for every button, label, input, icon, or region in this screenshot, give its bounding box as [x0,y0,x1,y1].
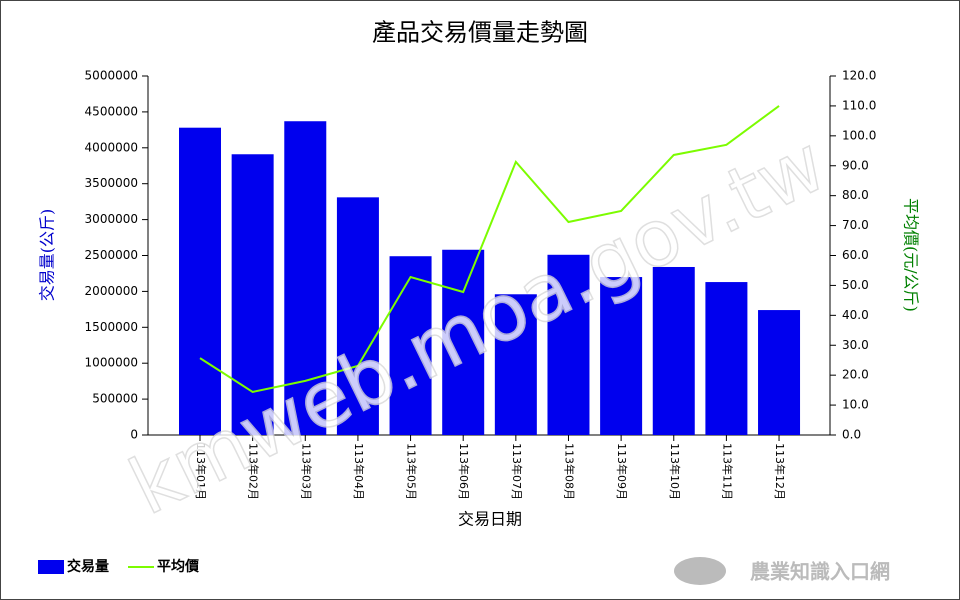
x-tick-label: 113年10月 [668,443,682,500]
y-tick-label: 5000000 [85,69,138,83]
y2-tick-label: 50.0 [842,278,869,292]
x-tick-label: 113年12月 [773,443,787,500]
bar [758,310,801,435]
legend-label: 交易量 [67,558,109,575]
legend-label: 平均價 [157,558,200,575]
x-tick-label: 113年11月 [720,443,734,500]
chart-title: 產品交易價量走勢圖 [372,19,588,47]
y2-tick-label: 40.0 [842,308,869,322]
y2-tick-label: 70.0 [842,218,869,232]
bar [705,282,748,435]
bar [547,254,590,435]
bar [284,121,327,435]
x-tick-label: 113年06月 [457,443,471,500]
x-tick-label: 113年09月 [615,443,629,500]
y2-axis-title: 平均價(元/公斤) [902,198,921,312]
bar [600,277,643,435]
y-tick-label: 500000 [92,392,138,406]
y2-tick-label: 110.0 [842,98,876,112]
x-tick-label: 113年05月 [405,443,419,500]
y2-tick-label: 100.0 [842,128,876,142]
y2-tick-label: 10.0 [842,398,869,412]
y-tick-label: 1500000 [85,320,138,334]
y2-tick-label: 120.0 [842,69,876,83]
x-tick-label: 113年08月 [562,443,576,500]
bar [494,294,537,435]
y-tick-label: 2000000 [85,284,138,298]
y-tick-label: 3000000 [85,212,138,226]
bar [336,197,379,435]
x-tick-label: 113年07月 [510,443,524,500]
y-tick-label: 4500000 [85,104,138,118]
bar [179,127,221,436]
y-tick-label: 2500000 [85,248,138,262]
x-axis-title: 交易日期 [458,510,522,529]
logo: 農業知識入口網 [674,557,890,585]
line [199,105,780,393]
x-tick-label: 113年03月 [299,443,313,500]
x-tick-label: 113年02月 [247,443,261,500]
y2-tick-label: 60.0 [842,248,869,262]
y-tick-label: 3500000 [85,176,138,190]
logo-text: 農業知識入口網 [750,560,890,584]
y2-tick-label: 20.0 [842,368,869,382]
y-tick-label: 1000000 [85,356,138,370]
legend-swatch [38,560,64,574]
logo-icon [674,557,726,585]
x-tick-label: 113年01月 [194,443,208,500]
x-tick-label: 113年04月 [352,443,366,500]
y-tick-label: 4000000 [85,140,138,154]
bar [389,256,432,435]
y2-tick-label: 0.0 [842,428,861,442]
bar [442,249,485,435]
y-tick-label: 0 [130,428,138,442]
y2-tick-label: 90.0 [842,158,869,172]
bar [652,266,695,435]
y-axis-title: 交易量(公斤) [38,209,57,302]
y2-tick-label: 80.0 [842,188,869,202]
y2-tick-label: 30.0 [842,338,869,352]
